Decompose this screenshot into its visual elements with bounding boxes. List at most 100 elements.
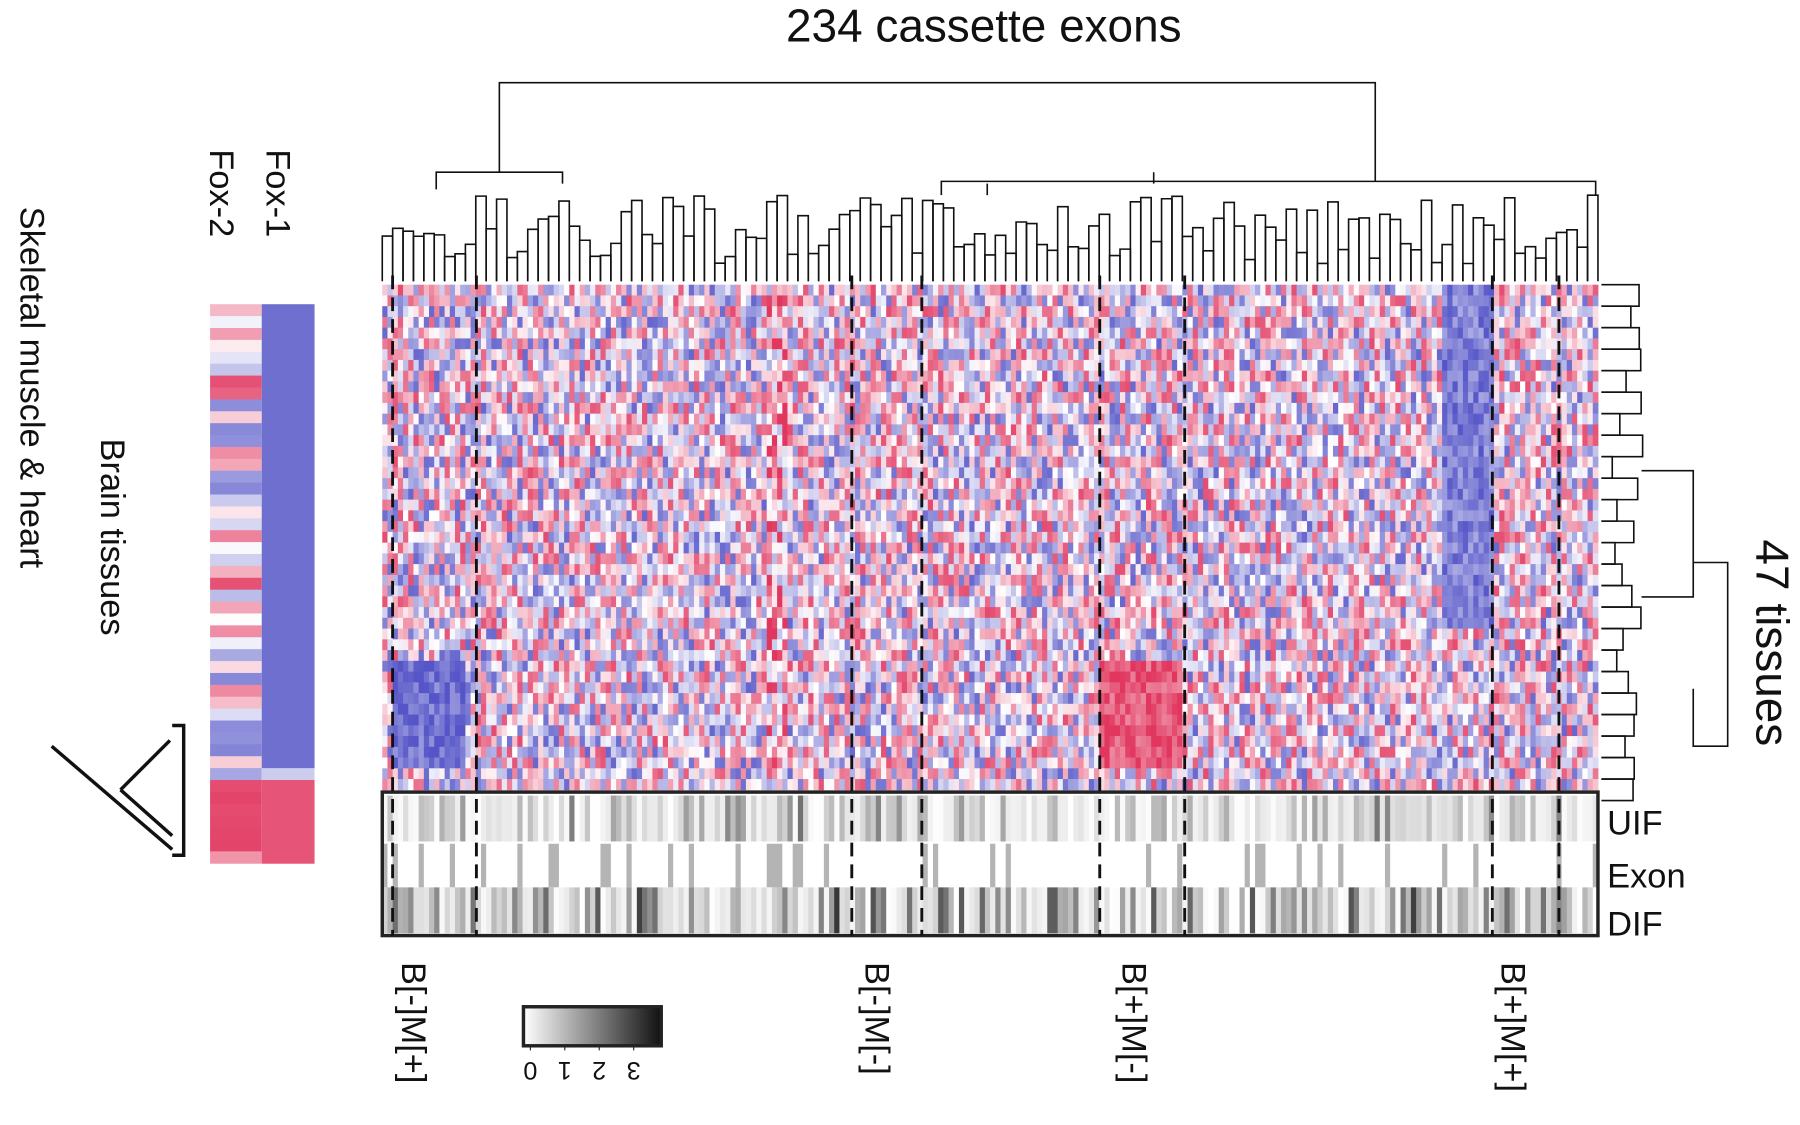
heat-cell bbox=[449, 478, 456, 490]
heat-cell bbox=[413, 327, 420, 339]
heat-cell bbox=[429, 392, 435, 404]
heat-cell bbox=[1234, 467, 1240, 479]
heat-cell bbox=[1187, 488, 1194, 501]
heat-cell bbox=[709, 456, 716, 468]
heat-cell bbox=[1374, 424, 1381, 436]
heat-cell bbox=[491, 306, 498, 318]
heat-cell bbox=[1208, 381, 1214, 393]
heat-cell bbox=[1130, 295, 1137, 307]
heat-cell bbox=[901, 413, 908, 425]
heat-cell bbox=[1249, 392, 1256, 404]
heat-cell bbox=[1514, 381, 1521, 393]
heat-cell bbox=[803, 456, 809, 468]
heat-cell bbox=[1379, 349, 1386, 361]
heat-cell bbox=[1509, 499, 1516, 511]
heat-cell bbox=[1442, 402, 1448, 415]
heat-cell bbox=[1192, 349, 1199, 361]
heat-cell bbox=[1068, 467, 1074, 479]
heat-cell bbox=[1494, 435, 1500, 447]
heat-cell bbox=[1504, 478, 1511, 490]
heat-cell bbox=[1166, 359, 1173, 372]
heat-cell bbox=[808, 381, 814, 393]
heat-cell bbox=[1322, 338, 1329, 350]
heat-cell bbox=[875, 381, 882, 393]
heat-cell bbox=[1062, 402, 1069, 415]
heat-cell bbox=[1171, 338, 1178, 350]
heat-cell bbox=[688, 316, 695, 329]
heat-cell bbox=[512, 392, 518, 404]
heat-cell bbox=[1369, 392, 1376, 404]
heat-cell bbox=[678, 306, 685, 318]
heat-cell bbox=[387, 392, 394, 404]
heat-cell bbox=[652, 316, 659, 329]
heat-cell bbox=[465, 327, 472, 339]
heat-cell bbox=[647, 284, 653, 296]
heat-cell bbox=[984, 478, 991, 490]
heat-cell bbox=[1094, 413, 1100, 425]
heat-cell bbox=[984, 327, 991, 339]
heat-cell bbox=[932, 295, 939, 307]
heat-cell bbox=[558, 327, 565, 339]
heat-cell bbox=[896, 456, 903, 468]
heat-cell bbox=[1353, 349, 1360, 361]
heat-cell bbox=[771, 370, 778, 382]
heat-cell bbox=[1177, 488, 1183, 501]
heat-cell bbox=[480, 413, 487, 425]
heat-cell bbox=[553, 327, 560, 339]
heat-cell bbox=[1255, 413, 1261, 425]
heat-cell bbox=[522, 488, 529, 501]
heat-cell bbox=[1364, 402, 1370, 415]
heat-cell bbox=[460, 424, 466, 436]
heat-cell bbox=[844, 381, 851, 393]
heat-cell bbox=[1530, 402, 1537, 415]
heat-cell bbox=[1358, 327, 1365, 339]
heat-cell bbox=[1478, 424, 1485, 436]
heat-cell bbox=[901, 295, 908, 307]
heat-cell bbox=[387, 456, 394, 468]
heat-cell bbox=[751, 478, 757, 490]
heat-cell bbox=[595, 370, 601, 382]
heat-cell bbox=[1197, 424, 1204, 436]
heat-cell bbox=[1073, 295, 1079, 307]
heat-cell bbox=[1255, 478, 1261, 490]
heat-cell bbox=[605, 467, 612, 479]
heat-cell bbox=[1540, 306, 1547, 318]
heat-cell bbox=[901, 349, 908, 361]
heat-cell bbox=[408, 316, 414, 329]
heat-cell bbox=[958, 295, 965, 307]
heat-cell bbox=[693, 327, 700, 339]
heat-cell bbox=[834, 445, 840, 458]
heat-cell bbox=[948, 435, 955, 447]
heat-cell bbox=[844, 445, 851, 458]
heat-cell bbox=[1447, 306, 1453, 318]
heat-cell bbox=[922, 392, 929, 404]
heat-cell bbox=[777, 359, 783, 372]
heat-cell bbox=[771, 445, 778, 458]
heat-cell bbox=[756, 381, 762, 393]
heat-cell bbox=[912, 295, 918, 307]
heat-cell bbox=[932, 402, 939, 415]
heat-cell bbox=[906, 478, 913, 490]
heat-cell bbox=[823, 467, 830, 479]
heat-cell bbox=[1353, 338, 1360, 350]
heat-cell bbox=[953, 338, 960, 350]
heat-cell bbox=[673, 402, 679, 415]
heat-cell bbox=[1187, 284, 1194, 296]
heat-cell bbox=[1364, 435, 1370, 447]
heat-cell bbox=[418, 381, 425, 393]
heat-cell bbox=[439, 467, 446, 479]
heat-cell bbox=[1000, 306, 1007, 318]
heat-cell bbox=[1213, 435, 1220, 447]
heat-cell bbox=[1442, 306, 1448, 318]
heat-cell bbox=[756, 338, 762, 350]
heat-cell bbox=[1166, 381, 1173, 393]
heat-cell bbox=[1499, 488, 1505, 501]
heat-cell bbox=[1405, 349, 1412, 361]
heat-cell bbox=[1322, 467, 1329, 479]
heat-cell bbox=[1426, 499, 1433, 511]
heat-cell bbox=[1036, 478, 1043, 490]
heat-cell bbox=[1260, 359, 1266, 372]
heat-cell bbox=[1016, 488, 1022, 501]
heat-cell bbox=[1442, 478, 1448, 490]
heat-cell bbox=[1410, 306, 1417, 318]
